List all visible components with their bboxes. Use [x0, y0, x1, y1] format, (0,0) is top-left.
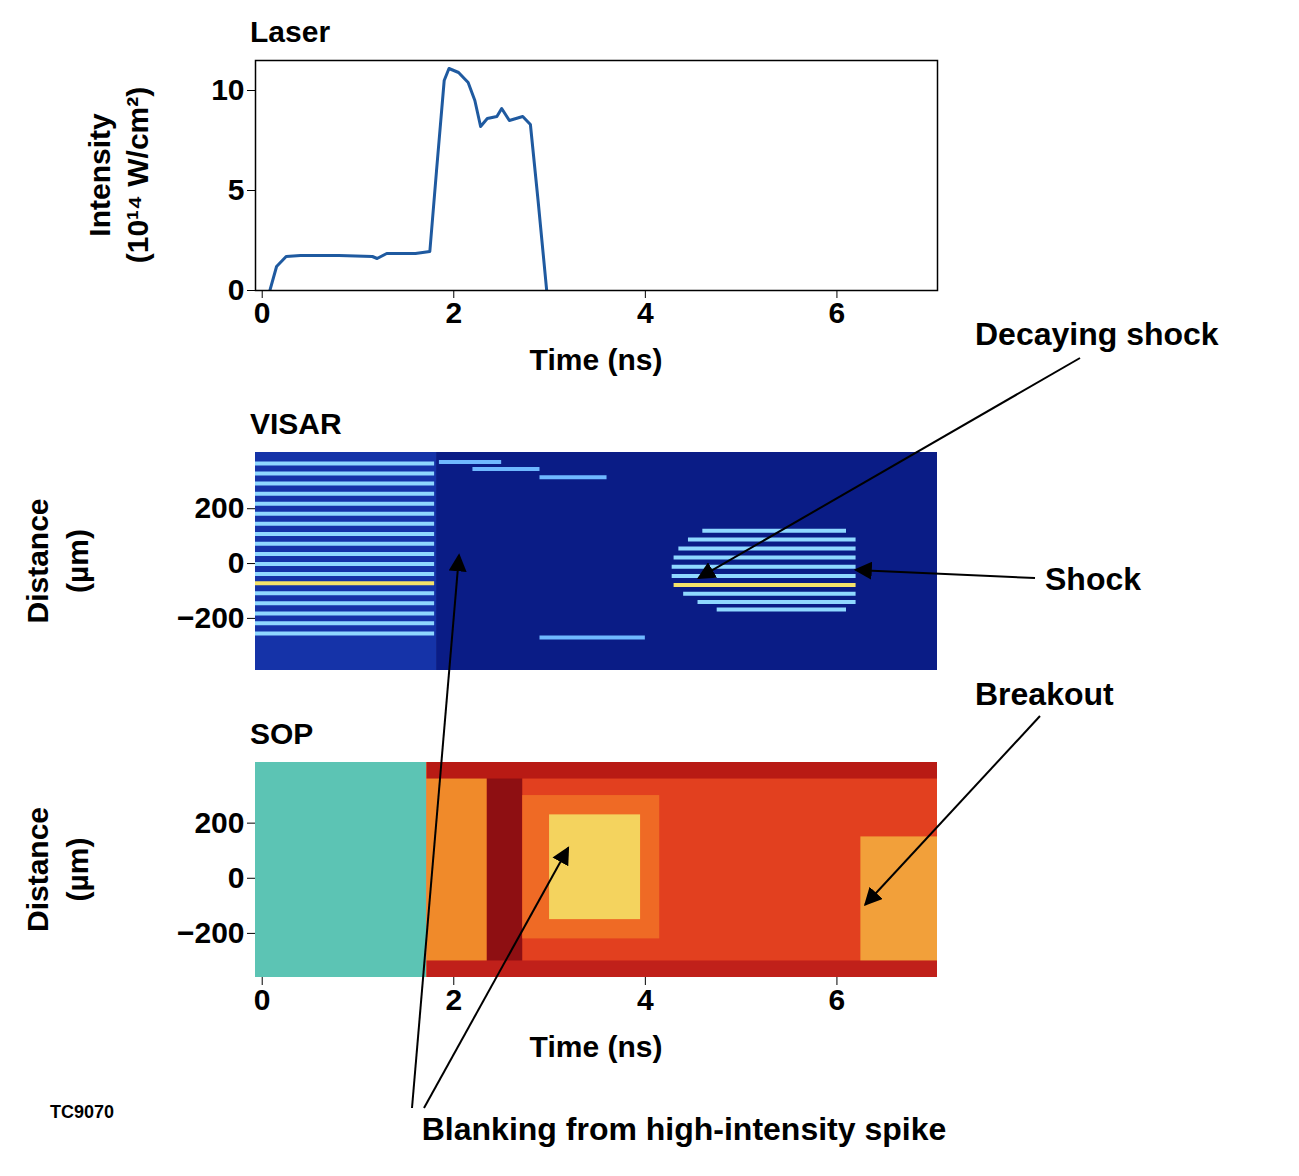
svg-text:0: 0 [228, 861, 245, 894]
svg-text:4: 4 [637, 296, 654, 329]
svg-text:6: 6 [829, 983, 846, 1016]
svg-text:Blanking from high-intensity s: Blanking from high-intensity spike [422, 1111, 947, 1147]
svg-text:Distance: Distance [21, 807, 54, 932]
svg-text:SOP: SOP [250, 717, 313, 750]
svg-text:(µm): (µm) [61, 838, 94, 902]
svg-text:Laser: Laser [250, 15, 330, 48]
svg-text:5: 5 [228, 173, 245, 206]
svg-text:Breakout: Breakout [975, 676, 1114, 712]
svg-text:0: 0 [254, 983, 271, 1016]
svg-text:VISAR: VISAR [250, 407, 342, 440]
svg-text:Time (ns): Time (ns) [530, 343, 663, 376]
svg-text:2: 2 [445, 983, 462, 1016]
svg-text:Distance: Distance [21, 498, 54, 623]
svg-text:Decaying shock: Decaying shock [975, 316, 1219, 352]
svg-text:Time (ns): Time (ns) [530, 1030, 663, 1063]
svg-text:(10¹⁴ W/cm²): (10¹⁴ W/cm²) [121, 87, 154, 264]
svg-text:0: 0 [228, 273, 245, 306]
svg-text:TC9070: TC9070 [50, 1102, 114, 1122]
svg-text:200: 200 [194, 806, 244, 839]
svg-text:−200: −200 [177, 601, 245, 634]
svg-text:−200: −200 [177, 916, 245, 949]
svg-text:200: 200 [194, 491, 244, 524]
svg-text:10: 10 [211, 73, 244, 106]
svg-text:Shock: Shock [1045, 561, 1141, 597]
svg-text:4: 4 [637, 983, 654, 1016]
svg-text:(µm): (µm) [61, 529, 94, 593]
svg-text:0: 0 [254, 296, 271, 329]
svg-text:2: 2 [445, 296, 462, 329]
svg-text:0: 0 [228, 546, 245, 579]
svg-text:6: 6 [829, 296, 846, 329]
svg-text:Intensity: Intensity [83, 113, 116, 237]
